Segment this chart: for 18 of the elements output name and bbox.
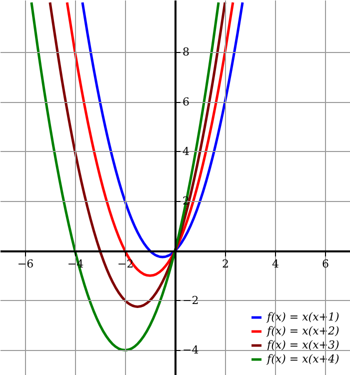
legend-label: f(x) = x(x+2) xyxy=(266,324,340,338)
y-tick-label: 8 xyxy=(182,46,190,59)
line-series xyxy=(81,1,244,258)
x-tick-label: 6 xyxy=(322,257,329,270)
x-tick-label: 2 xyxy=(222,257,229,270)
y-tick-label: −4 xyxy=(182,344,199,357)
y-tick-label: −2 xyxy=(182,294,199,307)
legend-label: f(x) = x(x+1) xyxy=(266,310,340,324)
line-series xyxy=(48,1,226,308)
y-tick-label: 4 xyxy=(182,144,190,158)
x-tick-label: −6 xyxy=(17,257,34,270)
y-tick-label: 2 xyxy=(182,194,190,208)
x-tick-label: 4 xyxy=(272,257,279,270)
legend-label: f(x) = x(x+4) xyxy=(266,352,340,366)
line-series xyxy=(66,1,234,277)
legend-label: f(x) = x(x+3) xyxy=(266,338,340,352)
x-tick-label: −2 xyxy=(117,257,134,270)
y-tick-label: 6 xyxy=(182,95,190,108)
